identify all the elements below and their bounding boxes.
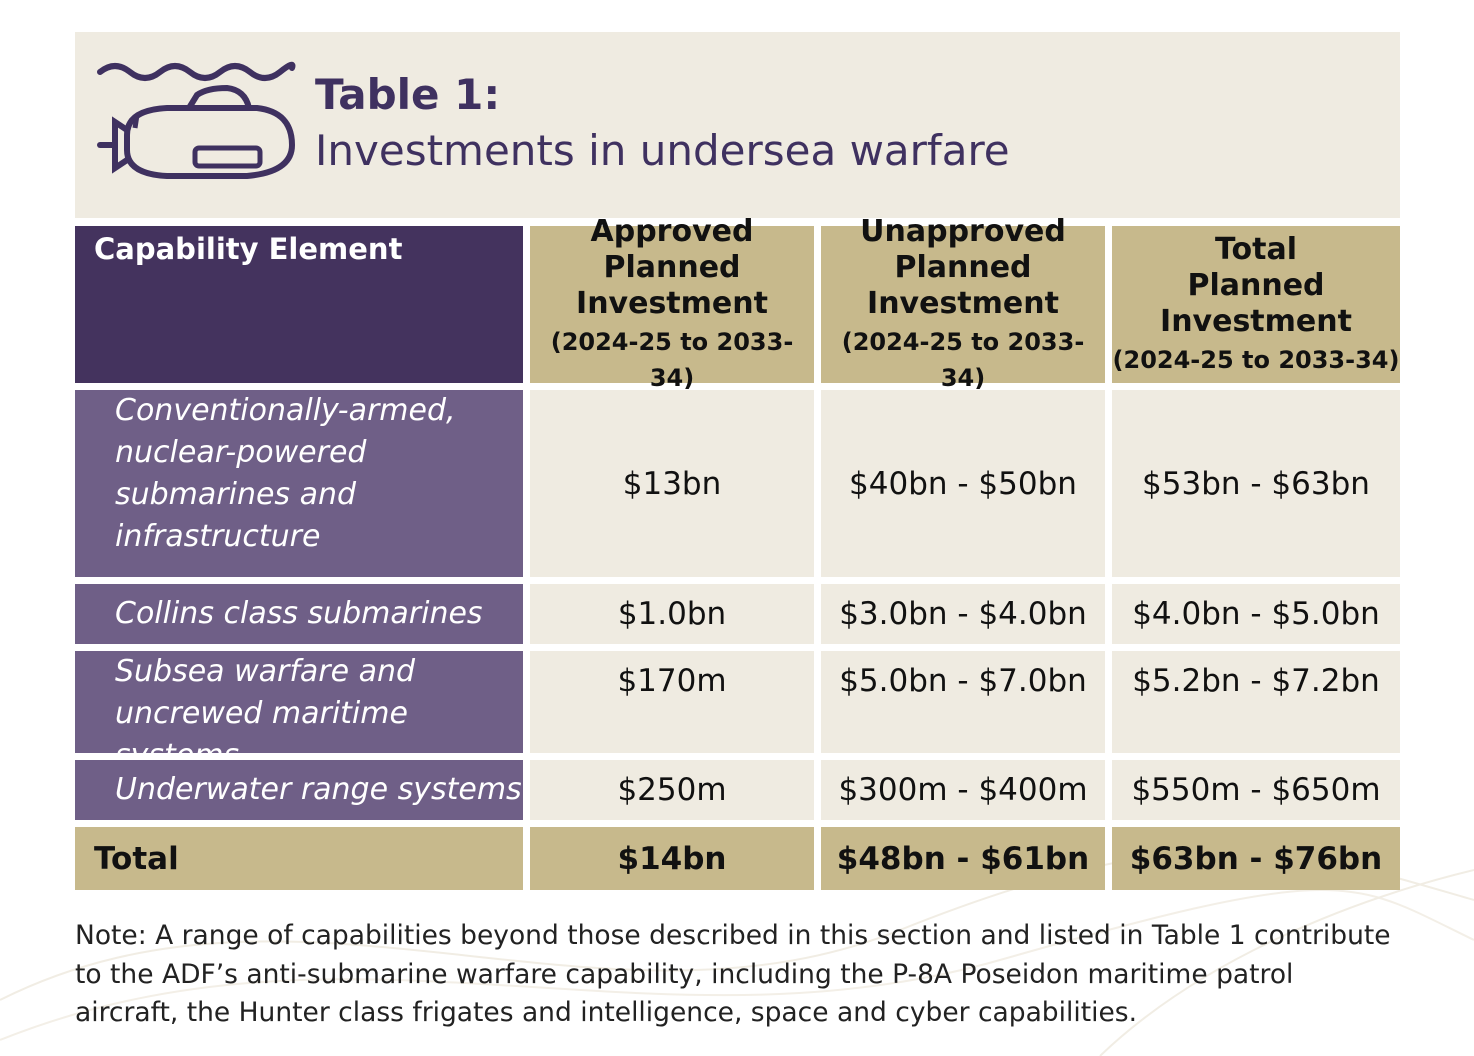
total-value: $53bn - $63bn — [1112, 390, 1400, 577]
total-value: $550m - $650m — [1112, 760, 1400, 820]
table-subtitle: Investments in undersea warfare — [315, 126, 1010, 175]
total-row-label: Total — [75, 827, 523, 890]
header-line: Unapproved — [860, 213, 1066, 249]
header-line: Planned — [603, 249, 741, 285]
header-line: Total — [1215, 231, 1297, 267]
total-total-value: $63bn - $76bn — [1112, 827, 1400, 890]
unapproved-value: $40bn - $50bn — [821, 390, 1105, 577]
header-line: Approved — [590, 213, 754, 249]
total-value: $5.2bn - $7.2bn — [1112, 651, 1400, 753]
total-unapproved-value: $48bn - $61bn — [821, 827, 1105, 890]
table-row-label: Collins class submarines — [75, 584, 523, 644]
header-period: (2024-25 to 2033-34) — [841, 327, 1085, 392]
table-title: Table 1: — [315, 70, 501, 119]
header-line: Investment — [576, 285, 768, 321]
approved-value: $170m — [530, 651, 814, 753]
row-label-line: infrastructure — [115, 519, 321, 554]
table-row-label: Underwater range systems — [75, 760, 523, 820]
unapproved-value: $3.0bn - $4.0bn — [821, 584, 1105, 644]
wave-icon — [97, 61, 296, 81]
column-header-approved: Approved Planned Investment (2024-25 to … — [530, 214, 814, 392]
unapproved-value: $5.0bn - $7.0bn — [821, 651, 1105, 753]
column-header-capability: Capability Element — [75, 226, 523, 383]
row-label-line: Subsea warfare and — [115, 654, 416, 689]
header-line: Planned — [1187, 267, 1325, 303]
table-title-banner: Table 1: Investments in undersea warfare — [75, 32, 1400, 218]
total-value: $4.0bn - $5.0bn — [1112, 584, 1400, 644]
column-header-unapproved: Unapproved Planned Investment (2024-25 t… — [821, 214, 1105, 392]
submarine-icon — [97, 61, 296, 179]
row-label-line: submarines and — [115, 477, 357, 512]
column-header-total: Total Planned Investment (2024-25 to 203… — [1112, 226, 1400, 383]
header-line: Planned — [894, 249, 1032, 285]
table-row-label: Subsea warfare and uncrewed maritime sys… — [75, 651, 523, 773]
table-note: Note: A range of capabilities beyond tho… — [75, 920, 1391, 1028]
approved-value: $13bn — [530, 390, 814, 577]
header-period: (2024-25 to 2033-34) — [550, 327, 794, 392]
header-line: Investment — [1160, 303, 1352, 339]
approved-value: $1.0bn — [530, 584, 814, 644]
header-line: Investment — [867, 285, 1059, 321]
approved-value: $250m — [530, 760, 814, 820]
unapproved-value: $300m - $400m — [821, 760, 1105, 820]
row-label-line: Conventionally-armed, — [115, 393, 456, 428]
row-label-line: nuclear-powered — [115, 435, 367, 470]
total-approved-value: $14bn — [530, 827, 814, 890]
header-period: (2024-25 to 2033-34) — [1112, 345, 1400, 374]
table-row-label: Conventionally-armed, nuclear-powered su… — [75, 390, 523, 577]
